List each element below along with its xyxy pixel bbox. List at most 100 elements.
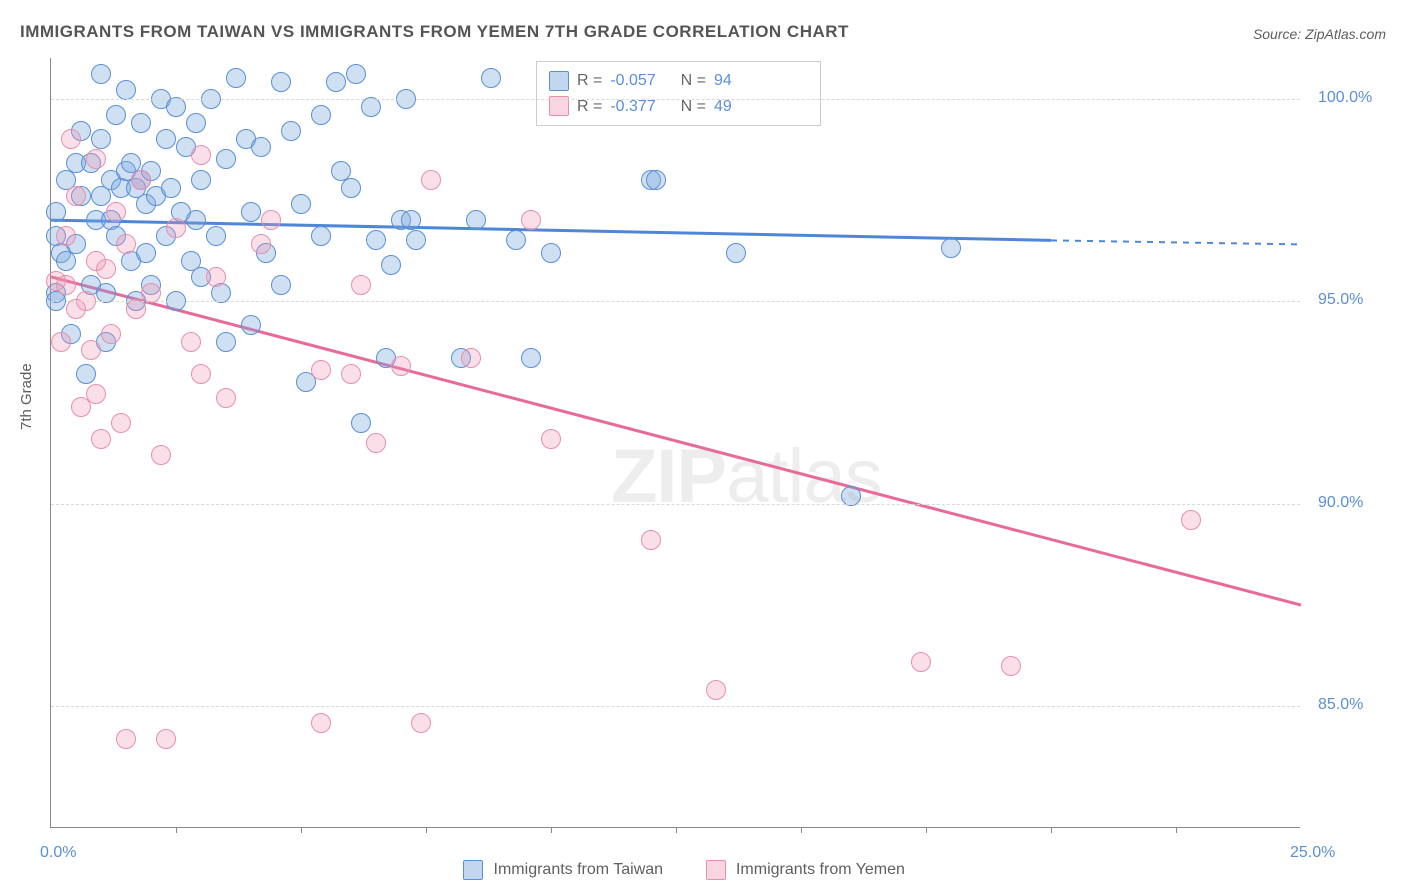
scatter-point-yemen [111,413,131,433]
source-attribution: Source: ZipAtlas.com [1253,26,1386,42]
gridline [51,706,1300,707]
trendlines-svg [51,58,1301,828]
x-tick [1051,827,1052,833]
x-tick [676,827,677,833]
gridline [51,301,1300,302]
scatter-point-taiwan [186,113,206,133]
gridline [51,99,1300,100]
scatter-point-yemen [116,729,136,749]
scatter-point-yemen [131,170,151,190]
y-tick-label: 90.0% [1318,494,1363,512]
scatter-point-taiwan [841,486,861,506]
trendline-extrapolated-taiwan [1051,240,1301,244]
scatter-point-taiwan [96,283,116,303]
y-tick-label: 100.0% [1318,89,1372,107]
n-label: N = [681,94,706,120]
scatter-point-yemen [86,384,106,404]
scatter-point-taiwan [481,68,501,88]
scatter-point-taiwan [311,226,331,246]
scatter-point-yemen [191,145,211,165]
scatter-point-taiwan [351,413,371,433]
scatter-point-taiwan [291,194,311,214]
scatter-point-yemen [706,680,726,700]
scatter-point-yemen [56,275,76,295]
swatch-yemen-icon [706,860,726,880]
scatter-point-taiwan [311,105,331,125]
legend-row-yemen: R = -0.377 N = 49 [549,94,808,120]
chart-title: IMMIGRANTS FROM TAIWAN VS IMMIGRANTS FRO… [20,22,849,42]
scatter-point-yemen [641,530,661,550]
x-tick [426,827,427,833]
scatter-point-taiwan [241,202,261,222]
scatter-point-yemen [911,652,931,672]
scatter-point-taiwan [216,149,236,169]
scatter-point-yemen [366,433,386,453]
gridline [51,504,1300,505]
n-label: N = [681,68,706,94]
scatter-point-yemen [341,364,361,384]
scatter-point-yemen [181,332,201,352]
scatter-point-yemen [421,170,441,190]
scatter-point-taiwan [646,170,666,190]
scatter-point-taiwan [136,243,156,263]
scatter-point-taiwan [541,243,561,263]
swatch-taiwan-icon [549,71,569,91]
scatter-point-yemen [156,729,176,749]
scatter-point-taiwan [131,113,151,133]
scatter-point-yemen [166,218,186,238]
scatter-point-taiwan [251,137,271,157]
scatter-point-taiwan [76,364,96,384]
scatter-point-taiwan [406,230,426,250]
scatter-point-yemen [461,348,481,368]
scatter-point-taiwan [366,230,386,250]
scatter-point-yemen [351,275,371,295]
y-tick-label: 85.0% [1318,696,1363,714]
scatter-point-yemen [96,259,116,279]
scatter-point-taiwan [326,72,346,92]
scatter-point-taiwan [166,97,186,117]
scatter-point-taiwan [941,238,961,258]
scatter-point-yemen [141,283,161,303]
scatter-point-yemen [1181,510,1201,530]
r-label: R = [577,94,602,120]
scatter-point-yemen [66,186,86,206]
scatter-point-yemen [151,445,171,465]
scatter-point-taiwan [46,202,66,222]
scatter-point-yemen [206,267,226,287]
scatter-point-taiwan [521,348,541,368]
scatter-point-yemen [56,226,76,246]
scatter-point-taiwan [466,210,486,230]
scatter-point-yemen [101,324,121,344]
scatter-point-yemen [311,360,331,380]
scatter-point-taiwan [361,97,381,117]
scatter-point-yemen [91,429,111,449]
n-value-yemen: 49 [714,94,732,120]
scatter-point-taiwan [506,230,526,250]
legend-item-taiwan: Immigrants from Taiwan [494,861,664,878]
scatter-point-yemen [541,429,561,449]
scatter-point-yemen [106,202,126,222]
scatter-point-yemen [251,234,271,254]
scatter-point-taiwan [116,80,136,100]
scatter-point-taiwan [191,170,211,190]
r-value-taiwan: -0.057 [610,68,655,94]
scatter-point-yemen [61,129,81,149]
scatter-point-taiwan [91,64,111,84]
scatter-point-taiwan [271,72,291,92]
scatter-point-taiwan [106,105,126,125]
scatter-point-taiwan [156,129,176,149]
scatter-point-yemen [86,149,106,169]
n-value-taiwan: 94 [714,68,732,94]
scatter-point-taiwan [91,129,111,149]
scatter-point-yemen [191,364,211,384]
scatter-point-yemen [216,388,236,408]
scatter-point-yemen [261,210,281,230]
x-tick [926,827,927,833]
x-tick [801,827,802,833]
scatter-point-yemen [81,340,101,360]
scatter-point-taiwan [401,210,421,230]
scatter-point-taiwan [216,332,236,352]
scatter-point-taiwan [186,210,206,230]
scatter-point-yemen [116,234,136,254]
scatter-point-taiwan [241,315,261,335]
